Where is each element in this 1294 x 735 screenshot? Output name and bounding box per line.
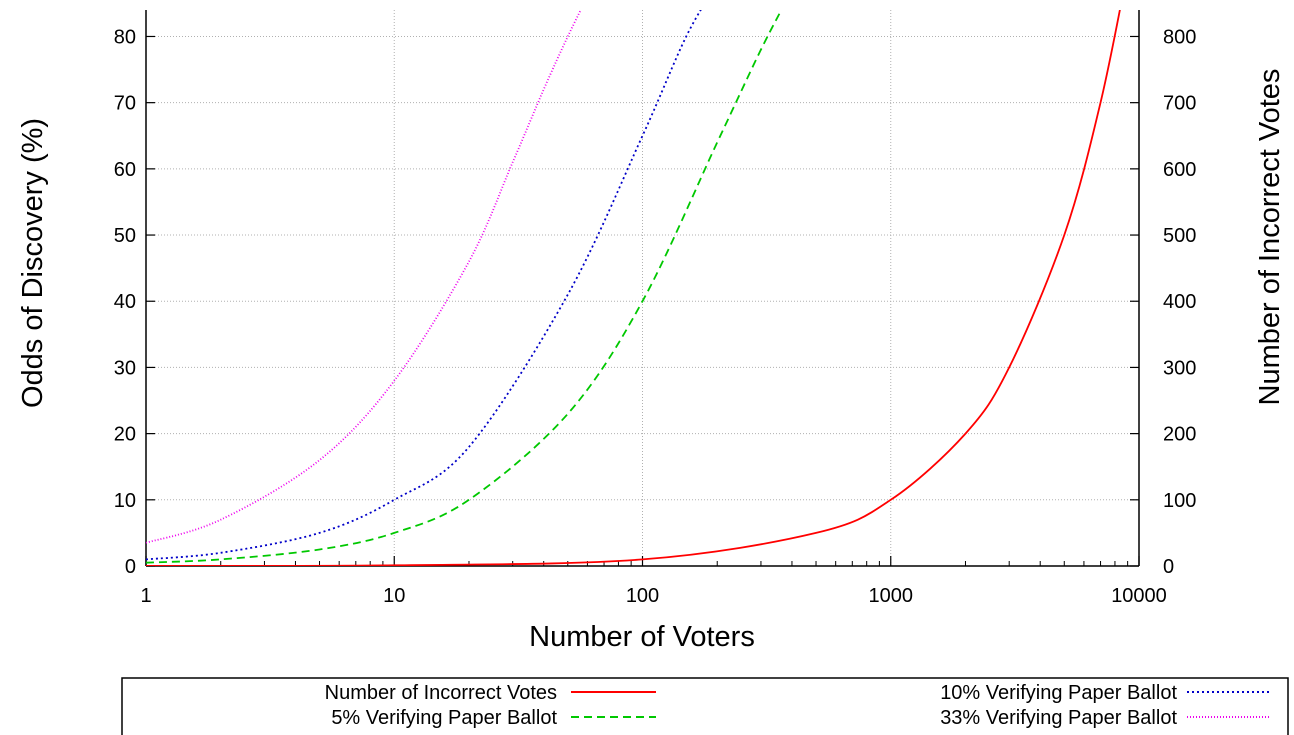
- series-line-3: [146, 10, 582, 544]
- y2-tick-label: 700: [1163, 93, 1196, 115]
- y-tick-label: 70: [114, 93, 136, 115]
- x-tick-label: 100: [626, 585, 659, 607]
- y-tick-label: 80: [114, 26, 136, 48]
- y2-tick-label: 200: [1163, 424, 1196, 446]
- y2-tick-label: 300: [1163, 357, 1196, 379]
- y2-tick-label: 100: [1163, 490, 1196, 512]
- x-tick-label: 10: [383, 585, 405, 607]
- tick-labels: 0102030405060708001002003004005006007008…: [114, 26, 1197, 607]
- series-line-0: [146, 10, 1121, 566]
- y2-axis-title: Number of Incorrect Votes: [1254, 69, 1286, 406]
- y-tick-label: 60: [114, 159, 136, 181]
- series-line-1: [146, 10, 702, 561]
- legend: Number of Incorrect Votes 10% Verifying …: [121, 677, 1289, 735]
- y-tick-label: 40: [114, 291, 136, 313]
- legend-label-10pct: 10% Verifying Paper Ballot: [940, 682, 1177, 704]
- grid: [146, 10, 1139, 566]
- legend-box: [121, 677, 1289, 735]
- axes: [145, 10, 1140, 567]
- legend-label-33pct: 33% Verifying Paper Ballot: [940, 707, 1177, 729]
- y-tick-label: 50: [114, 225, 136, 247]
- y2-tick-label: 400: [1163, 291, 1196, 313]
- y-tick-label: 0: [125, 556, 136, 578]
- y2-tick-label: 800: [1163, 26, 1196, 48]
- legend-label-incorrect-votes: Number of Incorrect Votes: [325, 682, 557, 704]
- legend-label-5pct: 5% Verifying Paper Ballot: [331, 707, 557, 729]
- y-tick-label: 10: [114, 490, 136, 512]
- x-tick-label: 1000: [869, 585, 914, 607]
- series-lines: [146, 10, 1121, 566]
- y2-tick-label: 600: [1163, 159, 1196, 181]
- y-axis-title: Odds of Discovery (%): [17, 118, 49, 408]
- y2-tick-label: 500: [1163, 225, 1196, 247]
- x-axis-title: Number of Voters: [529, 621, 755, 653]
- series-line-2: [146, 10, 783, 564]
- y2-tick-label: 0: [1163, 556, 1174, 578]
- y-tick-label: 20: [114, 424, 136, 446]
- x-tick-label: 10000: [1111, 585, 1167, 607]
- x-tick-label: 1: [140, 585, 151, 607]
- y-tick-label: 30: [114, 357, 136, 379]
